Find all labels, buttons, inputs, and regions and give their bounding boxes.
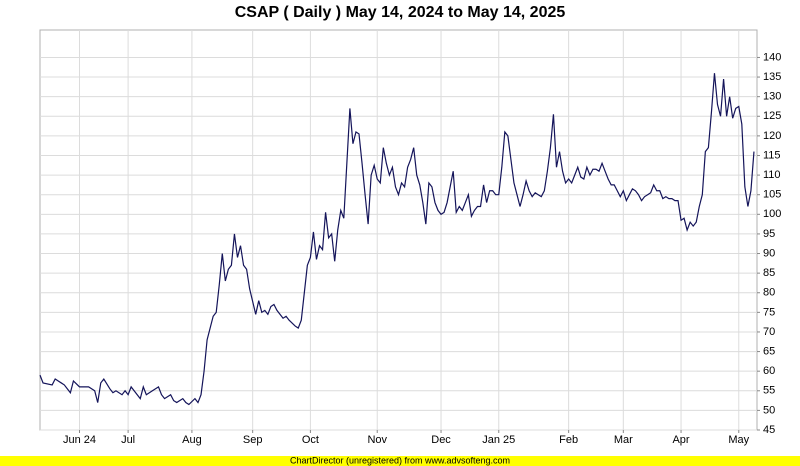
- y-tick-label: 130: [763, 91, 781, 103]
- footer-band: [0, 456, 800, 466]
- x-tick-label: Jun 24: [63, 434, 96, 446]
- y-tick-label: 50: [763, 404, 775, 416]
- chart-title: CSAP ( Daily ) May 14, 2024 to May 14, 2…: [235, 4, 566, 21]
- y-tick-label: 45: [763, 424, 775, 436]
- x-tick-label: Jul: [121, 434, 135, 446]
- price-line: [39, 73, 755, 406]
- y-tick-label: 80: [763, 287, 775, 299]
- y-tick-label: 135: [763, 71, 781, 83]
- x-tick-label: Jan 25: [482, 434, 515, 446]
- y-tick-label: 105: [763, 189, 781, 201]
- y-tick-label: 70: [763, 326, 775, 338]
- x-tick-label: Apr: [672, 434, 689, 446]
- y-tick-label: 125: [763, 110, 781, 122]
- y-tick-label: 90: [763, 247, 775, 259]
- x-tick-label: Sep: [243, 434, 263, 446]
- x-tick-label: Mar: [614, 434, 633, 446]
- y-tick-label: 120: [763, 130, 781, 142]
- footer: ChartDirector (unregistered) from www.ad…: [290, 455, 510, 465]
- x-tick-label: Dec: [431, 434, 451, 446]
- y-tick-label: 140: [763, 51, 781, 63]
- plot-area: [39, 29, 758, 431]
- x-tick-label: Oct: [302, 434, 319, 446]
- x-tick-label: Nov: [367, 434, 387, 446]
- x-tick-label: Feb: [559, 434, 578, 446]
- y-tick-label: 95: [763, 228, 775, 240]
- y-tick-label: 65: [763, 345, 775, 357]
- y-tick-label: 115: [763, 149, 781, 161]
- y-tick-label: 110: [763, 169, 781, 181]
- y-tick-label: 55: [763, 385, 775, 397]
- x-tick-label: May: [728, 434, 749, 446]
- y-tick-label: 85: [763, 267, 775, 279]
- y-tick-label: 100: [763, 208, 781, 220]
- x-tick-label: Aug: [182, 434, 202, 446]
- y-tick-label: 60: [763, 365, 775, 377]
- y-tick-label: 75: [763, 306, 775, 318]
